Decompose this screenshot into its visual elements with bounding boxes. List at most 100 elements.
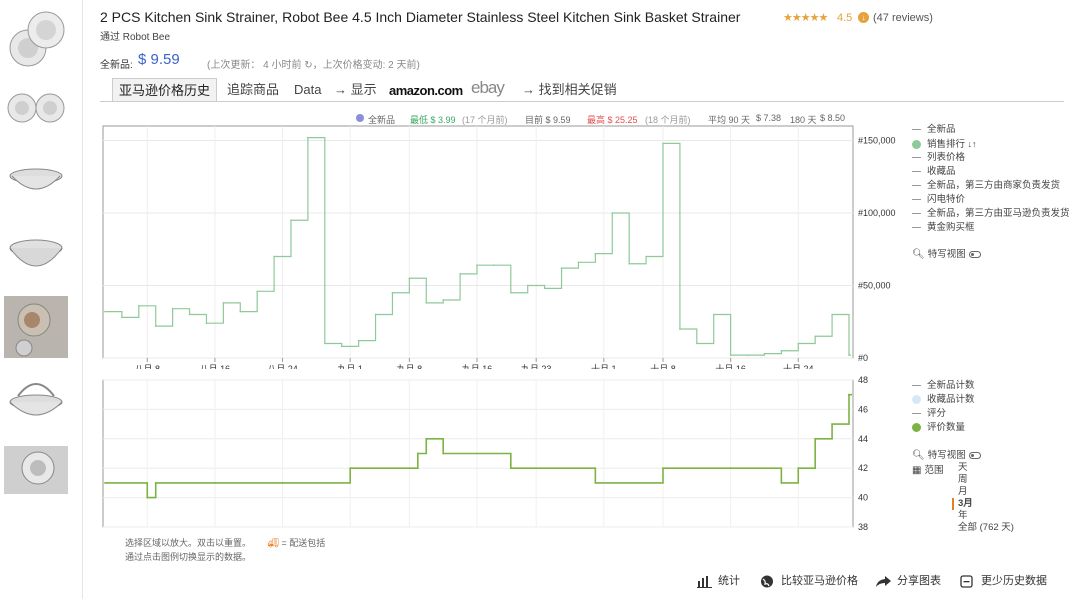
current-price: $ 9.59	[138, 51, 180, 68]
y-tick-label: #50,000	[858, 281, 891, 291]
tab-price-history[interactable]: 亚马逊价格历史	[112, 78, 218, 102]
legend-label: 销售排行	[927, 139, 966, 150]
legend-dash-icon	[912, 198, 921, 200]
ebay-logo-link[interactable]: ebay	[471, 78, 505, 97]
legend-item[interactable]: 评分	[912, 408, 946, 420]
legend-item[interactable]: 闪电特价	[912, 194, 965, 206]
toggle-icon[interactable]	[968, 250, 981, 258]
less-history-label: 更少历史数据	[981, 575, 1047, 587]
product-thumbnail-2[interactable]	[4, 78, 68, 140]
review-count-point	[104, 482, 106, 484]
range-option[interactable]: 年	[958, 510, 968, 521]
brand-byline: 通过 Robot Bee	[100, 32, 171, 43]
review-count-point	[831, 423, 833, 425]
calendar-icon: ▦	[912, 465, 922, 476]
sales-rank-point	[391, 291, 394, 294]
y-tick-label: #100,000	[858, 208, 896, 218]
legend-item[interactable]: 黄金购买框	[912, 222, 975, 234]
sales-rank-point	[188, 313, 191, 316]
product-title[interactable]: 2 PCS Kitchen Sink Strainer, Robot Bee 4…	[100, 9, 741, 25]
review-count-point	[281, 482, 284, 484]
rating-stars-icon: ★★★★★	[783, 12, 828, 24]
x-tick-label: 九月 16	[462, 364, 493, 369]
range-option[interactable]: 天	[958, 462, 968, 473]
chart-frame	[102, 125, 854, 359]
stats-button[interactable]: 统计	[697, 572, 740, 590]
legend-item[interactable]: 列表价格	[912, 152, 965, 164]
legend-label: 全新品计数	[927, 380, 975, 391]
legend-item[interactable]: 收藏品	[912, 166, 956, 178]
sales-rank-point	[814, 335, 816, 338]
share-label: 分享图表	[897, 575, 941, 587]
legend-item[interactable]: 全新品计数	[912, 380, 975, 392]
sales-rank-point	[374, 313, 377, 316]
chart-grid	[103, 379, 853, 528]
shipping-note: = 配送包括	[281, 538, 326, 548]
sales-rank-series	[104, 136, 851, 356]
range-option[interactable]: 周	[958, 474, 968, 485]
product-thumbnail-7[interactable]	[4, 440, 68, 502]
sort-icon[interactable]: ↓↑	[965, 139, 977, 149]
review-count-series	[104, 393, 852, 499]
review-count-point	[416, 452, 419, 455]
product-thumbnail-6[interactable]	[4, 368, 68, 430]
y-tick-label: 42	[858, 463, 868, 473]
range-option[interactable]: 3月	[952, 498, 973, 510]
product-thumbnail-4[interactable]	[4, 222, 68, 284]
legend-item[interactable]: 评价数量	[912, 422, 965, 434]
compare-prices-button[interactable]: 比较亚马逊价格	[760, 572, 858, 590]
closeup-top[interactable]: 🔍︎ 特写视图	[912, 246, 981, 260]
sales-rank-point	[290, 219, 292, 222]
magnifier-icon: 🔍︎	[912, 450, 925, 461]
legend-dash-icon	[912, 226, 921, 228]
thumbnail-strip	[0, 0, 74, 599]
x-tick-labels: 八月 8 八月 16 八月 24 九月 1 九月 8 九月 16 九月 23 十月 1 十月 8…	[135, 358, 814, 369]
legend-label: 收藏品计数	[927, 394, 975, 405]
legend-label: 评价数量	[927, 422, 966, 433]
review-count-point	[814, 437, 817, 440]
summary-new-label[interactable]: 全新品	[368, 115, 396, 125]
sales-rank-point	[121, 316, 123, 319]
review-count[interactable]: (47 reviews)	[873, 12, 933, 24]
tab-show: → 显示	[334, 82, 377, 97]
bar-chart-icon	[697, 575, 712, 588]
closeup-bottom[interactable]: 🔍︎ 特写视图	[912, 447, 981, 461]
legend-dash-icon	[912, 212, 921, 214]
sales-rank-point	[611, 212, 614, 214]
product-thumbnail-1[interactable]	[4, 8, 68, 70]
summary-low-note: (17 个月前)	[462, 115, 508, 125]
amazon-logo-link[interactable]: amazon.com	[389, 83, 463, 98]
legend-item[interactable]: 全新品，第三方由亚马逊负责发货	[912, 208, 1070, 220]
x-tick-label: 十月 24	[783, 363, 814, 369]
summary-low: 最低 $ 3.99	[410, 115, 456, 125]
sales-rank-point	[780, 349, 783, 352]
review-count-chart[interactable]: 38 40 42 44 46 48	[100, 376, 910, 536]
truck-icon: 🚚︎	[267, 538, 279, 548]
less-history-button[interactable]: 更少历史数据	[960, 572, 1047, 590]
sales-rank-point	[307, 136, 309, 139]
sales-rank-point	[256, 290, 258, 293]
range-option[interactable]: 月	[958, 486, 968, 497]
tab-track-product[interactable]: 追踪商品	[227, 82, 280, 97]
sales-rank-point	[543, 287, 546, 290]
sales-rank-point	[526, 284, 529, 287]
sales-rank-chart[interactable]: #0 #50,000 #100,000 #150,000 八月 8 八月 16 八月 24…	[100, 124, 910, 369]
product-thumbnail-5[interactable]	[4, 296, 68, 358]
legend-label: 收藏品	[927, 166, 956, 177]
legend-item[interactable]: 销售排行 ↓↑	[912, 138, 977, 150]
toggle-icon[interactable]	[968, 451, 981, 459]
x-tick-label: 九月 8	[397, 364, 423, 369]
legend-label: 列表价格	[927, 152, 966, 163]
rating-info-icon[interactable]: ↓	[858, 12, 869, 23]
legend-item[interactable]: 全新品，第三方由商家负责发货	[912, 180, 1060, 192]
summary-high-note: (18 个月前)	[645, 115, 691, 125]
tab-data[interactable]: Data	[294, 82, 322, 97]
legend-item[interactable]: 收藏品计数	[912, 394, 975, 406]
legend-item[interactable]: 全新品	[912, 124, 956, 136]
share-chart-button[interactable]: 分享图表	[876, 572, 941, 590]
product-thumbnail-3[interactable]	[4, 152, 68, 214]
tab-find-deals[interactable]: → 找到相关促销	[522, 82, 617, 97]
range-option[interactable]: 全部 (762 天)	[958, 522, 1014, 533]
sales-rank-point	[222, 302, 225, 304]
